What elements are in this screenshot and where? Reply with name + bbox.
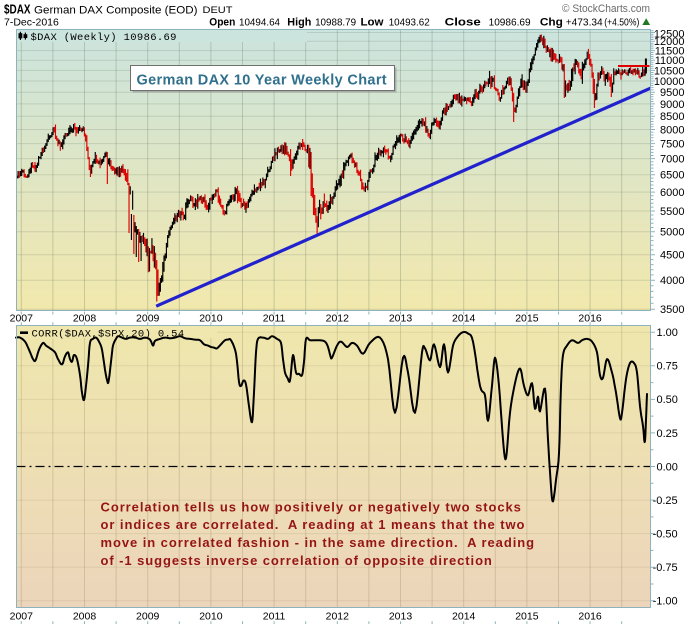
svg-text:11000: 11000 <box>655 55 685 67</box>
svg-text:2012: 2012 <box>326 313 350 325</box>
svg-text:2013: 2013 <box>389 313 413 325</box>
svg-text:6000: 6000 <box>660 187 684 199</box>
svg-text:0.25: 0.25 <box>657 428 678 440</box>
svg-text:(+4.50%): (+4.50%) <box>604 17 639 29</box>
svg-text:Open: Open <box>209 17 235 29</box>
svg-text:move in correlated fashion - i: move in correlated fashion - in the same… <box>101 535 536 550</box>
svg-text:10493.62: 10493.62 <box>389 17 430 29</box>
svg-text:10986.69: 10986.69 <box>489 17 531 29</box>
svg-text:German DAX Composite (EOD): German DAX Composite (EOD) <box>34 5 198 17</box>
svg-text:-0.50: -0.50 <box>653 529 678 541</box>
svg-text:0.00: 0.00 <box>657 461 678 473</box>
svg-text:3500: 3500 <box>660 304 684 316</box>
svg-text:12500: 12500 <box>654 29 685 41</box>
svg-text:$DAX: $DAX <box>4 3 31 17</box>
svg-text:0.75: 0.75 <box>657 361 678 373</box>
svg-text:2009: 2009 <box>136 313 160 325</box>
svg-text:2015: 2015 <box>515 611 539 623</box>
svg-text:-0.75: -0.75 <box>653 562 678 574</box>
svg-text:10494.64: 10494.64 <box>239 17 280 29</box>
svg-text:High: High <box>287 17 311 29</box>
svg-text:0.50: 0.50 <box>657 394 678 406</box>
svg-text:2014: 2014 <box>452 313 476 325</box>
svg-text:-1.00: -1.00 <box>653 596 678 608</box>
svg-text:2013: 2013 <box>389 611 413 623</box>
svg-text:German DAX 10 Year Weekly Char: German DAX 10 Year Weekly Chart <box>137 73 388 89</box>
svg-text:1.00: 1.00 <box>657 327 678 339</box>
svg-text:2009: 2009 <box>136 611 160 623</box>
svg-text:8000: 8000 <box>660 124 684 136</box>
svg-text:5500: 5500 <box>660 206 684 218</box>
svg-text:Correlation tells us how posit: Correlation tells us how positively or n… <box>101 499 522 514</box>
svg-text:2014: 2014 <box>452 611 476 623</box>
svg-text:10000: 10000 <box>654 76 685 88</box>
svg-text:2011: 2011 <box>263 611 286 623</box>
svg-text:7-Dec-2016: 7-Dec-2016 <box>4 17 59 29</box>
svg-text:2010: 2010 <box>199 313 223 325</box>
svg-text:DEUT: DEUT <box>203 5 233 16</box>
svg-text:2015: 2015 <box>515 313 539 325</box>
svg-text:2012: 2012 <box>326 611 350 623</box>
svg-text:2007: 2007 <box>10 313 34 325</box>
svg-text:Low: Low <box>361 17 384 29</box>
svg-text:or indices are correlated. A: or indices are correlated. A reading at … <box>101 517 526 532</box>
svg-text:6500: 6500 <box>660 170 684 182</box>
svg-text:Close: Close <box>445 17 481 29</box>
svg-text:2010: 2010 <box>199 611 223 623</box>
svg-text:9000: 9000 <box>660 99 684 111</box>
svg-text:5000: 5000 <box>660 227 684 239</box>
svg-text:4500: 4500 <box>660 250 684 262</box>
svg-text:+473.34: +473.34 <box>566 17 603 29</box>
svg-text:10988.79: 10988.79 <box>315 17 356 29</box>
svg-text:© StockCharts.com: © StockCharts.com <box>562 3 650 15</box>
svg-text:2007: 2007 <box>10 611 34 623</box>
svg-text:8500: 8500 <box>660 111 684 123</box>
svg-text:11500: 11500 <box>655 46 685 58</box>
svg-text:7000: 7000 <box>660 154 684 166</box>
svg-text:2016: 2016 <box>578 611 602 623</box>
svg-text:-0.25: -0.25 <box>653 495 678 507</box>
svg-text:4000: 4000 <box>660 275 684 287</box>
svg-text:10500: 10500 <box>654 65 685 77</box>
svg-text:2016: 2016 <box>578 313 602 325</box>
svg-text:7500: 7500 <box>660 139 684 151</box>
svg-text:9500: 9500 <box>660 87 684 99</box>
svg-text:$DAX (Weekly) 10986.69: $DAX (Weekly) 10986.69 <box>31 32 177 44</box>
svg-text:CORR($DAX,$SPX,20) 0.54: CORR($DAX,$SPX,20) 0.54 <box>32 329 185 341</box>
svg-text:2008: 2008 <box>73 313 97 325</box>
svg-text:of -1 suggests inverse correla: of -1 suggests inverse correlation of op… <box>101 553 493 568</box>
svg-text:2011: 2011 <box>263 313 286 325</box>
svg-text:2008: 2008 <box>73 611 97 623</box>
svg-text:12000: 12000 <box>654 36 685 48</box>
svg-text:Chg: Chg <box>540 17 563 29</box>
